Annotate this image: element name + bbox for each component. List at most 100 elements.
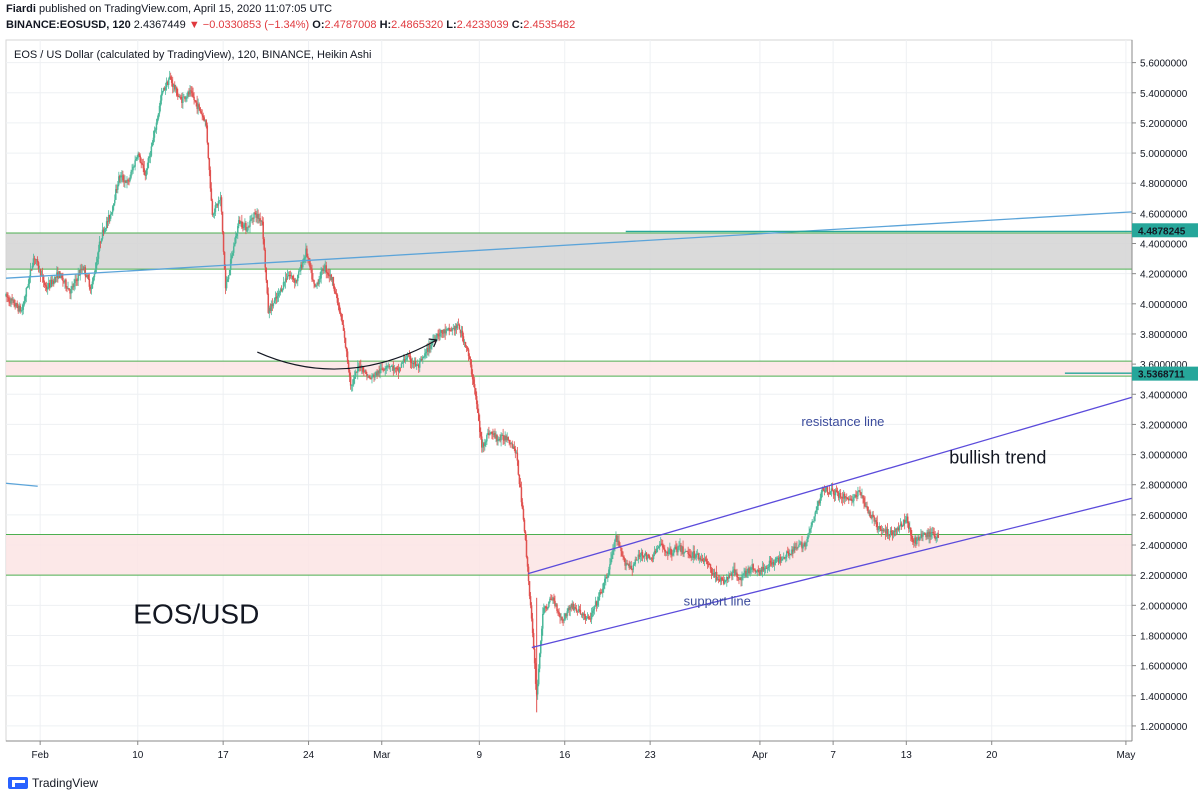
candle-body: [426, 348, 428, 352]
candle-body: [919, 538, 921, 541]
candle-body: [564, 613, 566, 620]
candle-body: [300, 264, 302, 271]
candle-body: [528, 581, 531, 597]
candle-body: [382, 369, 384, 371]
candle-body: [170, 79, 173, 83]
tradingview-logo-icon: [8, 777, 28, 789]
candle-body: [30, 269, 33, 271]
candle-body: [799, 543, 801, 545]
footer-brand[interactable]: TradingView: [8, 776, 98, 790]
candle-body: [332, 277, 335, 287]
candle-body: [492, 434, 494, 435]
candle-body: [512, 446, 515, 448]
candle-body: [150, 146, 153, 156]
trend-line: [531, 497, 1133, 649]
candle-body: [902, 519, 905, 526]
candle-body: [727, 576, 729, 579]
candle-body: [513, 446, 516, 449]
price-zones: [6, 232, 1132, 576]
candle-body: [68, 287, 70, 291]
candle-body: [878, 525, 881, 529]
candle-body: [269, 307, 272, 312]
candle-body: [164, 87, 167, 90]
candle-body: [214, 205, 217, 213]
chart-title: EOS / US Dollar (calculated by TradingVi…: [14, 49, 371, 61]
candle-body: [93, 273, 96, 278]
candle-body: [120, 175, 122, 178]
candle-body: [46, 288, 49, 290]
candle-body: [611, 554, 613, 560]
candle-body: [190, 90, 192, 92]
candle-body: [597, 596, 600, 601]
candle-body: [390, 366, 393, 367]
axes-layer: 1.2000000 1.4000000 1.6000000 1.8000000 2.00…: [6, 40, 1198, 761]
candle-body: [53, 280, 55, 284]
candle-body: [818, 501, 821, 504]
candle-body: [666, 551, 668, 553]
candle-body: [705, 559, 708, 562]
candle-body: [55, 276, 57, 278]
candle-body: [23, 301, 26, 305]
grid-lines: [5, 39, 1133, 742]
candle-body: [344, 337, 347, 348]
candle-body: [838, 492, 841, 498]
candle-body: [844, 497, 847, 499]
candle-body: [576, 610, 579, 612]
candle-body: [414, 361, 417, 366]
candle-body: [723, 580, 726, 584]
y-tick-label: 2.2000000: [1140, 571, 1188, 582]
candle-body: [517, 460, 520, 475]
candle-body: [415, 364, 418, 366]
candle-body: [693, 551, 695, 559]
candle-body: [916, 539, 918, 545]
candle-body: [806, 538, 808, 543]
candle-body: [8, 297, 10, 302]
candle-body: [153, 130, 156, 138]
candle-body: [238, 220, 240, 227]
candle-body: [509, 443, 511, 444]
candle-body: [667, 551, 669, 555]
candle-body: [469, 359, 472, 365]
x-tick-label: 23: [645, 750, 657, 761]
candle-body: [287, 275, 290, 277]
candle-body: [554, 600, 556, 607]
candle-body: [85, 275, 88, 278]
candle-body: [98, 241, 101, 251]
candle-body: [305, 248, 307, 258]
candle-body: [866, 506, 868, 507]
candle-body: [203, 117, 205, 122]
candle-body: [855, 495, 857, 497]
candle-body: [103, 228, 106, 234]
candle-body: [202, 115, 204, 118]
candle-body: [483, 443, 485, 447]
candle-body: [191, 91, 193, 94]
candle-body: [149, 155, 152, 157]
candle-body: [38, 269, 41, 270]
candle-body: [819, 498, 822, 504]
candle-body: [515, 452, 518, 454]
candle-body: [301, 264, 303, 268]
candle-body: [826, 487, 829, 493]
candle-body: [875, 520, 877, 523]
candle-body: [436, 333, 438, 338]
candle-body: [928, 531, 930, 537]
candle-body: [774, 558, 777, 564]
candle-body: [586, 616, 589, 618]
candle-body: [265, 267, 268, 281]
candle-body: [688, 554, 690, 555]
candle-body: [246, 230, 248, 232]
candle-body: [220, 197, 223, 212]
candle-body: [266, 280, 269, 294]
candle-body: [248, 226, 250, 228]
candle-body: [839, 492, 842, 497]
candle-body: [825, 487, 828, 490]
candle-body: [446, 328, 448, 331]
candle-body: [854, 495, 856, 498]
candle-body: [428, 344, 430, 352]
candle-body: [60, 274, 62, 278]
candle-body: [260, 220, 262, 222]
y-tick-label: 2.4000000: [1140, 541, 1188, 552]
candle-body: [454, 326, 457, 331]
candle-body: [879, 525, 882, 530]
